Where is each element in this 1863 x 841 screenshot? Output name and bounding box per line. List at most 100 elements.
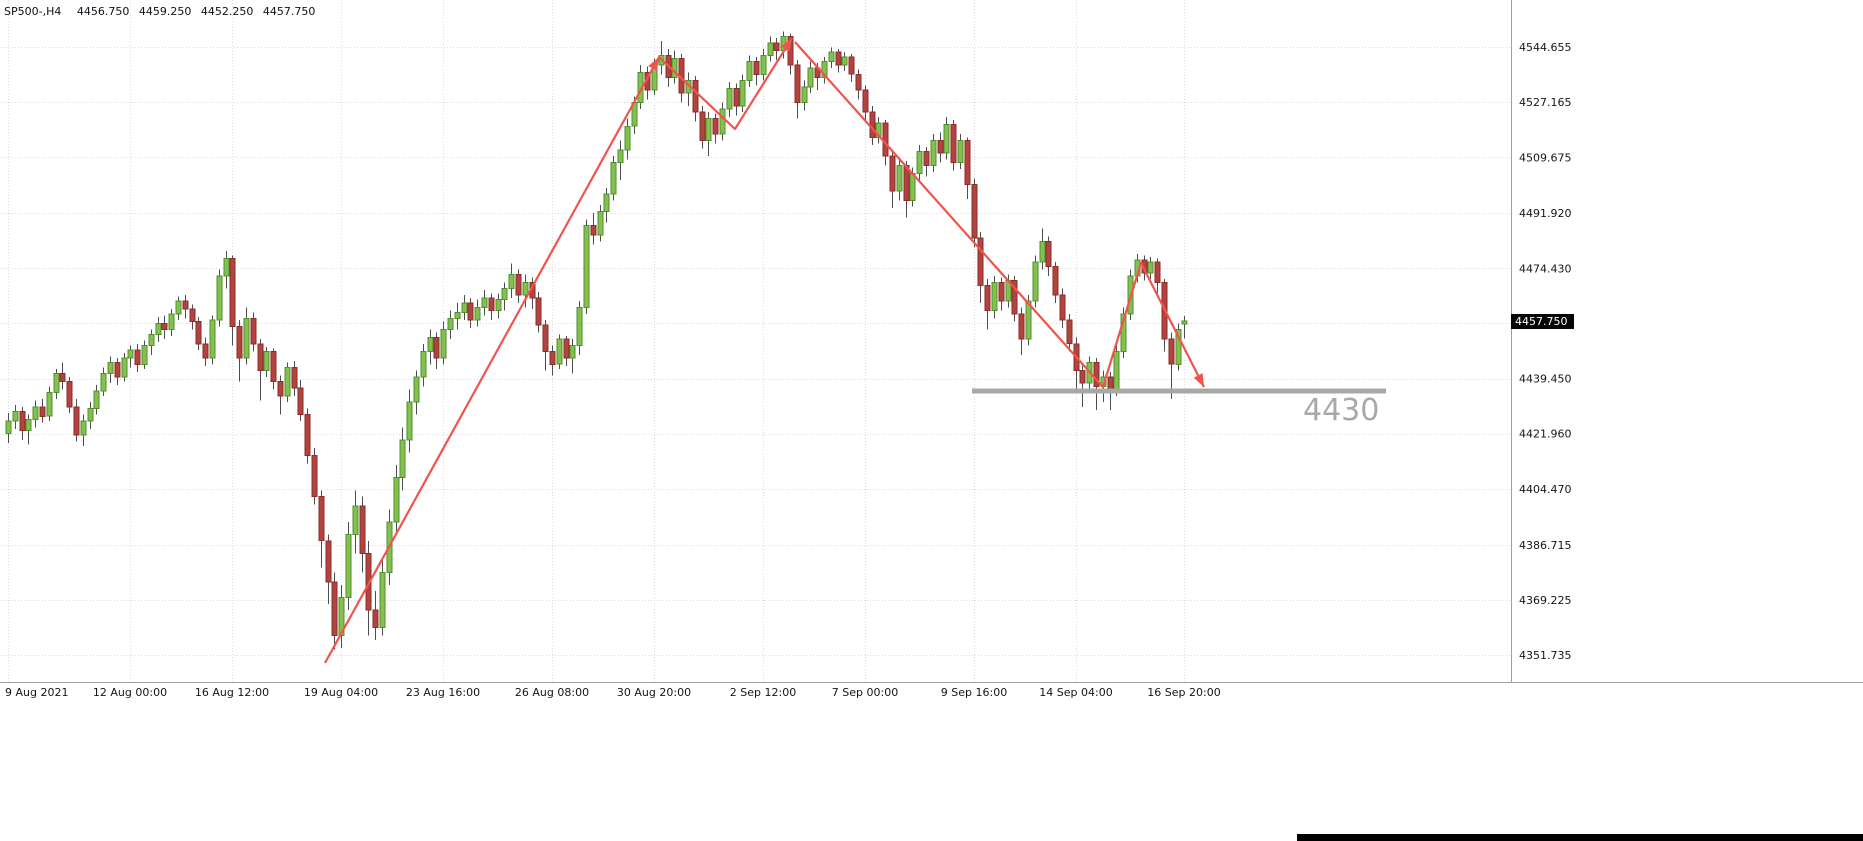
candle [127,345,134,368]
candle [835,49,842,73]
candle [216,269,223,327]
price-axis-label: 4527.165 [1519,96,1572,109]
candle [189,304,196,330]
candle [590,213,597,245]
price-axis-label: 4386.715 [1519,539,1572,552]
candle [977,231,984,303]
candle [957,134,964,169]
candle [1168,332,1175,399]
trend-arrowhead [1193,373,1204,387]
candle [943,116,950,160]
candle [1018,307,1025,355]
candle [583,219,590,314]
candle [32,400,39,428]
candle [1059,288,1066,328]
candle [984,279,991,330]
candle [705,112,712,157]
candle [964,137,971,199]
time-axis-label: 16 Sep 20:00 [1147,686,1220,699]
candle [1154,258,1161,294]
candle [297,380,304,421]
candle [433,332,440,369]
candle [930,134,937,172]
candle [746,55,753,87]
candle [1039,228,1046,270]
trend-arrow-line[interactable] [324,37,793,664]
candle [311,447,318,505]
candle [855,69,862,100]
candle [270,348,277,390]
candle [535,291,542,333]
candle [223,250,230,289]
candle [263,346,270,377]
candle [318,490,325,568]
trend-arrowhead [648,57,659,71]
candle [406,389,413,453]
candle [862,85,869,122]
candle [53,369,60,399]
candle [257,339,264,401]
price-axis-label: 4439.450 [1519,373,1572,386]
candle [597,205,604,242]
time-axis-label: 12 Aug 00:00 [93,686,167,699]
candle [508,263,515,299]
candle [379,559,386,636]
candle [576,301,583,355]
candle [1147,257,1154,280]
candle [121,353,128,382]
candle [991,276,998,319]
candle [807,61,814,94]
candle [80,414,87,447]
candle [277,375,284,415]
candle [87,402,94,429]
candle [1045,236,1052,276]
candle [73,398,80,442]
price-axis-label: 4369.225 [1519,594,1572,607]
candle [25,414,32,445]
candle [59,362,66,390]
candle [243,307,250,365]
candle [440,321,447,365]
price-axis-label: 4544.655 [1519,41,1572,54]
time-axis-label: 9 Sep 16:00 [941,686,1007,699]
time-axis-label: 9 Aug 2021 [5,686,68,699]
candle [699,105,706,149]
price-axis-label: 4491.920 [1519,207,1572,220]
candle [39,398,46,423]
candle [1011,276,1018,322]
candle [841,52,848,72]
candle [617,140,624,180]
candle [284,362,291,403]
trend-arrowhead [780,38,792,52]
candle [1032,255,1039,308]
candle [291,361,298,396]
ohlc-open: 4456.750 [76,5,130,18]
price-axis-label: 4421.960 [1519,428,1572,441]
candle [454,302,461,330]
candle [359,496,366,573]
candle [1113,345,1120,396]
candle [209,315,216,365]
candle [610,156,617,201]
candle [801,80,808,111]
candle [331,572,338,650]
trend-arrow-line[interactable] [794,41,1205,389]
candle [726,82,733,117]
candle [794,60,801,119]
price-axis-label: 4404.470 [1519,483,1572,496]
time-axis-label: 16 Aug 12:00 [195,686,269,699]
candle [474,299,481,327]
candle [556,334,563,369]
candle [1066,313,1073,352]
chart-symbol-timeframe: SP500-,H4 [4,5,62,18]
time-axis-label: 30 Aug 20:00 [617,686,691,699]
candle [461,294,468,321]
candle [753,56,760,86]
candle [148,329,155,355]
candle [1175,323,1182,371]
candle [828,47,835,68]
time-axis-label: 19 Aug 04:00 [304,686,378,699]
candle [923,146,930,177]
candle [569,339,576,374]
